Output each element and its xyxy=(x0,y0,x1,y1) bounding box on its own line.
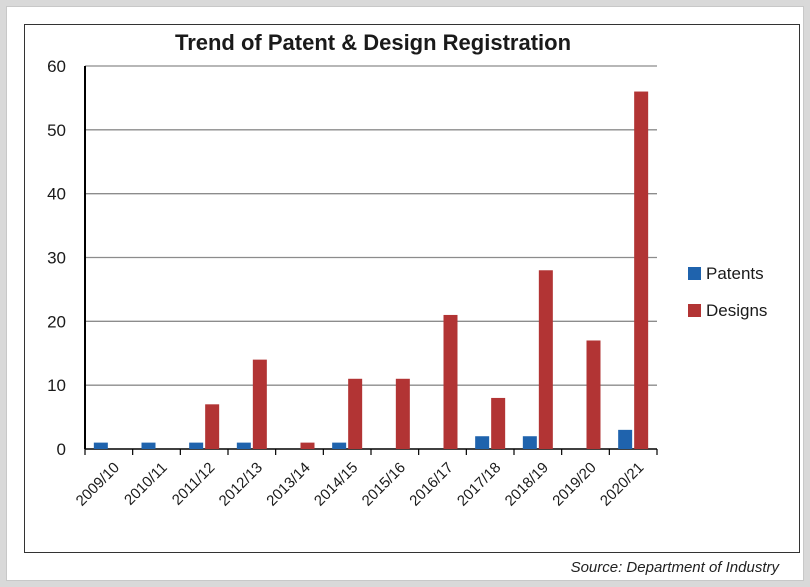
y-tick-label: 20 xyxy=(47,312,66,331)
bar-designs xyxy=(348,378,363,449)
x-tick-label: 2010/11 xyxy=(121,459,171,509)
bar-designs xyxy=(586,340,601,449)
x-tick-label: 2019/20 xyxy=(549,459,599,509)
bar-designs xyxy=(634,91,649,450)
bar-patents xyxy=(141,442,156,449)
x-tick-label: 2018/19 xyxy=(502,459,552,509)
x-tick-label: 2009/10 xyxy=(73,459,123,509)
y-tick-label: 40 xyxy=(47,185,66,204)
bar-patents xyxy=(189,442,204,449)
bar-patents xyxy=(236,442,251,449)
bar-designs xyxy=(205,404,220,449)
x-tick-label: 2016/17 xyxy=(406,459,456,509)
y-tick-label: 0 xyxy=(57,440,66,459)
legend-label-patents: Patents xyxy=(706,264,764,283)
chart-container xyxy=(24,24,800,553)
figure-frame: Source: Department of Industry xyxy=(6,6,804,581)
bar-designs xyxy=(395,378,410,449)
bar-patents xyxy=(332,442,347,449)
y-tick-label: 10 xyxy=(47,376,66,395)
x-tick-label: 2020/21 xyxy=(597,459,647,509)
bar-designs xyxy=(300,442,315,449)
bar-designs xyxy=(443,314,458,449)
chart-title: Trend of Patent & Design Registration xyxy=(175,30,571,55)
bar-designs xyxy=(491,397,506,449)
x-tick-label: 2017/18 xyxy=(454,459,504,509)
bar-designs xyxy=(252,359,267,449)
y-tick-label: 30 xyxy=(47,249,66,268)
bar-patents xyxy=(475,436,490,449)
bar-patents xyxy=(93,442,108,449)
bar-designs xyxy=(538,270,553,449)
legend-swatch-designs xyxy=(688,304,701,317)
y-tick-label: 50 xyxy=(47,121,66,140)
x-tick-label: 2015/16 xyxy=(359,459,409,509)
x-tick-label: 2011/12 xyxy=(169,459,219,509)
legend-label-designs: Designs xyxy=(706,301,767,320)
x-tick-label: 2014/15 xyxy=(311,459,361,509)
legend-swatch-patents xyxy=(688,267,701,280)
y-tick-label: 60 xyxy=(47,57,66,76)
x-tick-label: 2012/13 xyxy=(216,459,266,509)
x-tick-label: 2013/14 xyxy=(263,459,313,509)
bar-patents xyxy=(522,436,537,449)
bar-patents xyxy=(618,429,633,449)
source-note: Source: Department of Industry xyxy=(570,559,779,576)
